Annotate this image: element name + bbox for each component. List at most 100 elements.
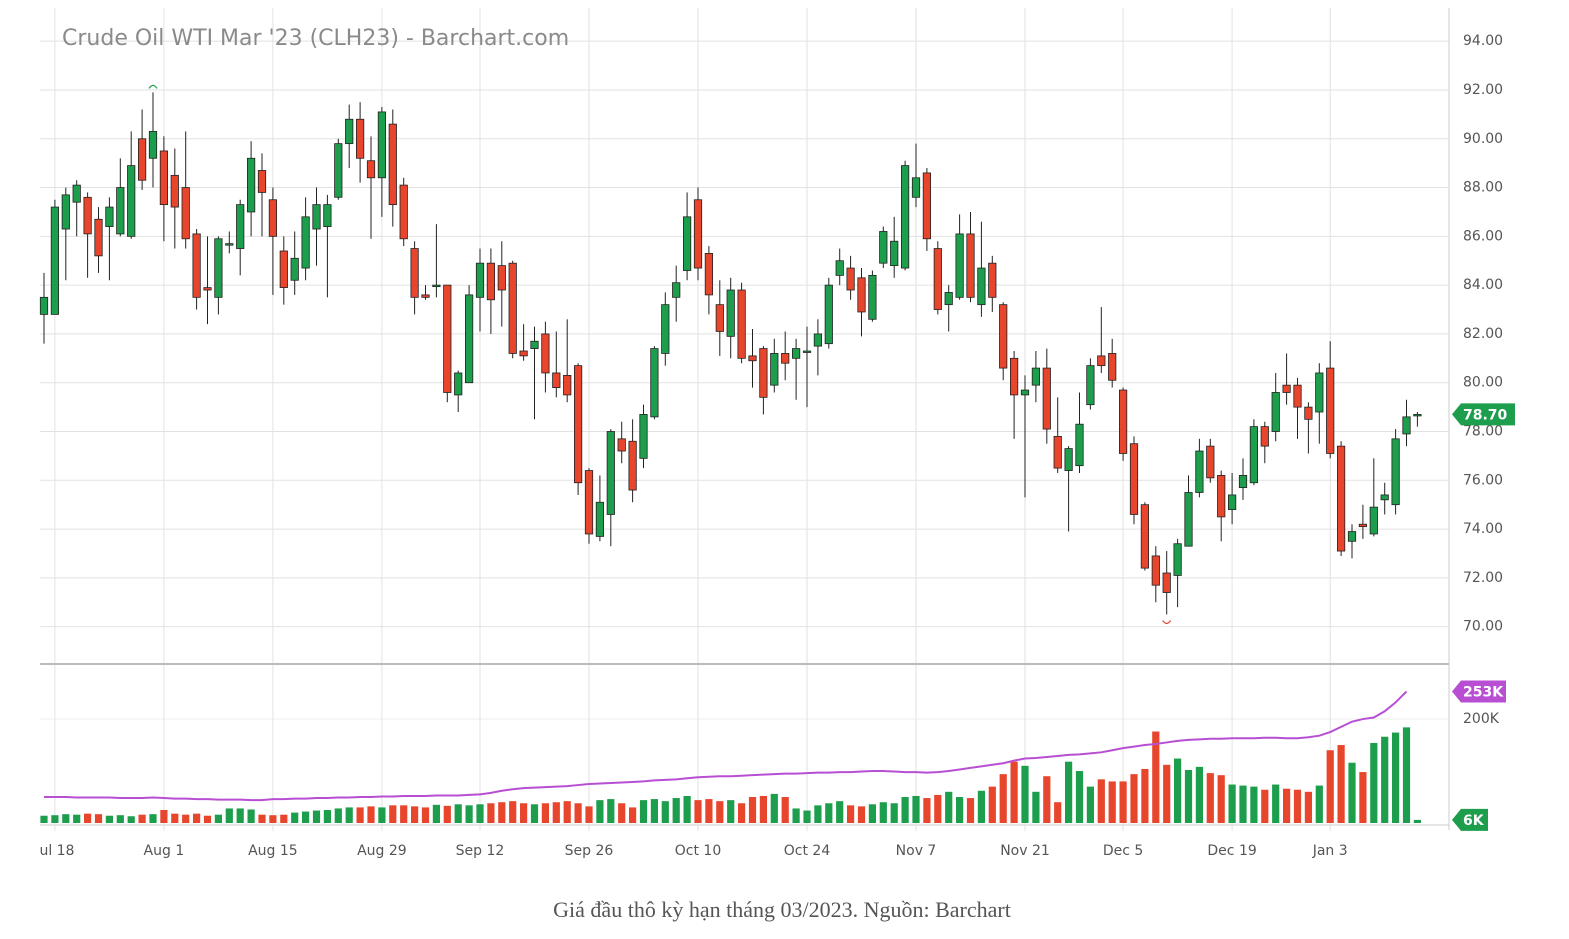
volume-bar <box>574 803 582 823</box>
candle-body <box>1129 443 1139 515</box>
volume-bar <box>421 807 430 823</box>
volume-bar <box>171 813 179 823</box>
candle-body <box>83 196 92 235</box>
candle-body <box>966 233 975 298</box>
candle-body <box>552 372 561 388</box>
volume-bar <box>367 806 375 823</box>
low-marker <box>1162 620 1172 625</box>
candle-body <box>1020 389 1030 396</box>
candle-body <box>617 438 626 452</box>
candle-body <box>1010 357 1019 396</box>
volume-bar <box>51 815 59 823</box>
high-marker <box>148 84 158 89</box>
volume-bar <box>127 816 135 823</box>
candle-body <box>366 160 376 179</box>
volume-bar <box>302 811 310 823</box>
volume-bar <box>781 797 789 823</box>
volume-bar <box>607 799 615 823</box>
x-tick-label: Jul 18 <box>34 843 74 859</box>
volume-bar <box>247 809 255 823</box>
candle-body <box>824 284 833 345</box>
volume-bar <box>280 814 288 823</box>
candle-body <box>802 350 812 353</box>
candle-body <box>50 206 60 315</box>
x-tick-label: Sep 26 <box>565 843 614 859</box>
candle-body <box>497 265 506 291</box>
volume-bar <box>400 805 408 823</box>
volume-bar <box>323 810 331 823</box>
x-tick-label: Sep 12 <box>456 843 505 859</box>
candle-body <box>1304 406 1313 420</box>
x-tick-label: Aug 1 <box>144 843 185 859</box>
candle-body <box>661 304 670 354</box>
volume-bar <box>498 802 506 823</box>
volume-bar <box>389 805 397 823</box>
volume-bar <box>857 806 866 823</box>
y-tick-label: 200K <box>1463 711 1500 727</box>
y-tick-label: 76.00 <box>1463 472 1503 488</box>
volume-bar <box>1326 750 1334 823</box>
volume-bar <box>999 774 1007 823</box>
candle-body <box>650 348 659 418</box>
candle-body <box>1391 438 1400 506</box>
x-tick-label: Jan 3 <box>1312 843 1348 859</box>
volume-bar <box>193 813 201 823</box>
volume-bar <box>541 803 549 823</box>
candle-body <box>246 157 256 213</box>
volume-bar <box>847 805 855 823</box>
candle-body <box>159 150 168 206</box>
y-tick-label: 74.00 <box>1463 521 1503 537</box>
volume-bar <box>476 804 484 823</box>
candle-body <box>606 431 615 515</box>
volume-bar <box>40 815 48 823</box>
candle-body <box>563 374 572 396</box>
candle-body <box>530 340 539 349</box>
volume-bar <box>552 802 560 823</box>
volume-bar <box>748 797 757 823</box>
candle-body <box>454 372 463 396</box>
caption: Giá đầu thô kỳ hạn tháng 03/2023. Nguồn:… <box>553 897 1011 922</box>
x-tick-label: Dec 19 <box>1207 843 1256 859</box>
volume-bar <box>1130 774 1138 823</box>
volume-bar <box>116 815 124 823</box>
candle-body <box>94 218 103 257</box>
candle-body <box>846 267 855 291</box>
candle-body <box>792 348 801 359</box>
volume-bar <box>94 814 103 823</box>
volume-bar <box>214 814 222 823</box>
volume-bar <box>1195 766 1203 823</box>
volume-bar <box>1108 781 1116 823</box>
x-tick-label: Oct 24 <box>784 843 831 859</box>
candle-body <box>1238 475 1248 489</box>
volume-bar <box>1032 791 1040 823</box>
candle-body <box>1031 367 1040 386</box>
candle-body <box>1097 355 1106 367</box>
candle-body <box>1053 435 1062 469</box>
volume-bar <box>1348 762 1356 823</box>
value-tag-label: 6K <box>1463 813 1485 829</box>
y-tick-label: 72.00 <box>1463 570 1503 586</box>
candle-body <box>1042 367 1051 430</box>
candle-body <box>748 355 757 362</box>
candle-body <box>1337 445 1346 552</box>
candle-body <box>519 350 528 357</box>
candle-body <box>835 260 844 276</box>
candle-body <box>1315 372 1324 413</box>
volume-bar <box>836 801 844 823</box>
candle-body <box>1064 448 1073 471</box>
volume-bar <box>258 814 266 823</box>
candle-body <box>726 289 735 337</box>
volume-bar <box>225 808 233 823</box>
candle-body <box>1195 450 1204 493</box>
candle-body <box>1173 543 1182 576</box>
candle-body <box>1249 426 1258 484</box>
open-interest-line <box>44 690 1408 802</box>
volume-bar <box>759 795 767 823</box>
candle-body <box>257 170 267 193</box>
value-tag-label: 253K <box>1463 685 1504 701</box>
volume-bar <box>1054 802 1062 823</box>
candle-body <box>388 123 397 206</box>
candle-body <box>1075 423 1084 467</box>
y-tick-label: 88.00 <box>1463 180 1503 196</box>
candle-body <box>628 440 637 491</box>
